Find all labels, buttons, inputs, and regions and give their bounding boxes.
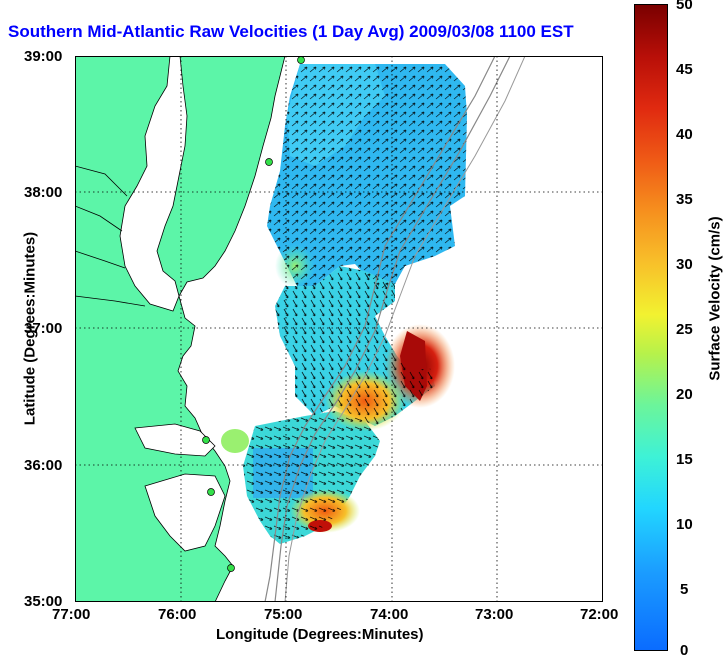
pamlico-sound [144,473,226,552]
river-2 [75,205,123,232]
colorbar-tick-label: 30 [676,256,693,273]
x-tick-label: 75:00 [264,606,303,623]
y-axis-label: Latitude (Degrees:Minutes) [21,231,39,426]
x-tick-label: 74:00 [370,606,409,623]
river-1 [75,165,128,197]
colorbar-tick-label: 0 [680,642,689,659]
arrows-north [267,64,467,291]
x-tick-label: 73:00 [475,606,514,623]
colorbar-tick-label: 40 [676,126,693,143]
colorbar-tick-label: 15 [676,451,693,468]
radar-stations [202,56,305,572]
x-axis-label: Longitude (Degrees:Minutes) [216,626,424,643]
contour-3 [284,56,526,602]
colorbar-title: Surface Velocity (cm/s) [706,216,724,381]
colorbar-tick-label: 35 [676,191,693,208]
x-tick-label: 76:00 [158,606,197,623]
contour-1 [264,56,496,602]
map-svg [75,56,603,602]
station-marker [202,436,210,444]
map-grid [75,56,603,602]
colorbar-tick-label: 10 [676,516,693,533]
velocity-map [75,56,603,602]
colorbar [634,4,668,651]
page-title: Southern Mid-Atlantic Raw Velocities (1 … [8,22,574,41]
y-tick-label: 37:00 [24,320,63,337]
x-tick-label: 77:00 [52,606,91,623]
station-marker [297,56,305,64]
river-3 [75,250,126,269]
station-marker [227,564,235,572]
station-marker [207,488,215,496]
green-zone-2 [221,429,249,453]
y-tick-label: 38:00 [24,184,63,201]
colorbar-tick-label: 45 [676,61,693,78]
colorbar-tick-label: 5 [680,581,689,598]
station-marker [265,158,273,166]
y-tick-label: 36:00 [24,457,63,474]
colorbar-tick-label: 25 [676,321,693,338]
land-mainland [75,56,286,602]
river-4 [75,295,146,307]
albemarle-sound [134,423,216,457]
x-tick-label: 72:00 [580,606,619,623]
colorbar-tick-label: 50 [676,0,693,13]
arrows-south [243,411,380,544]
chesapeake-bay [119,56,188,312]
contour-2 [274,56,511,602]
y-tick-label: 35:00 [24,593,63,610]
colorbar-tick-label: 20 [676,386,693,403]
y-tick-label: 39:00 [24,48,63,65]
